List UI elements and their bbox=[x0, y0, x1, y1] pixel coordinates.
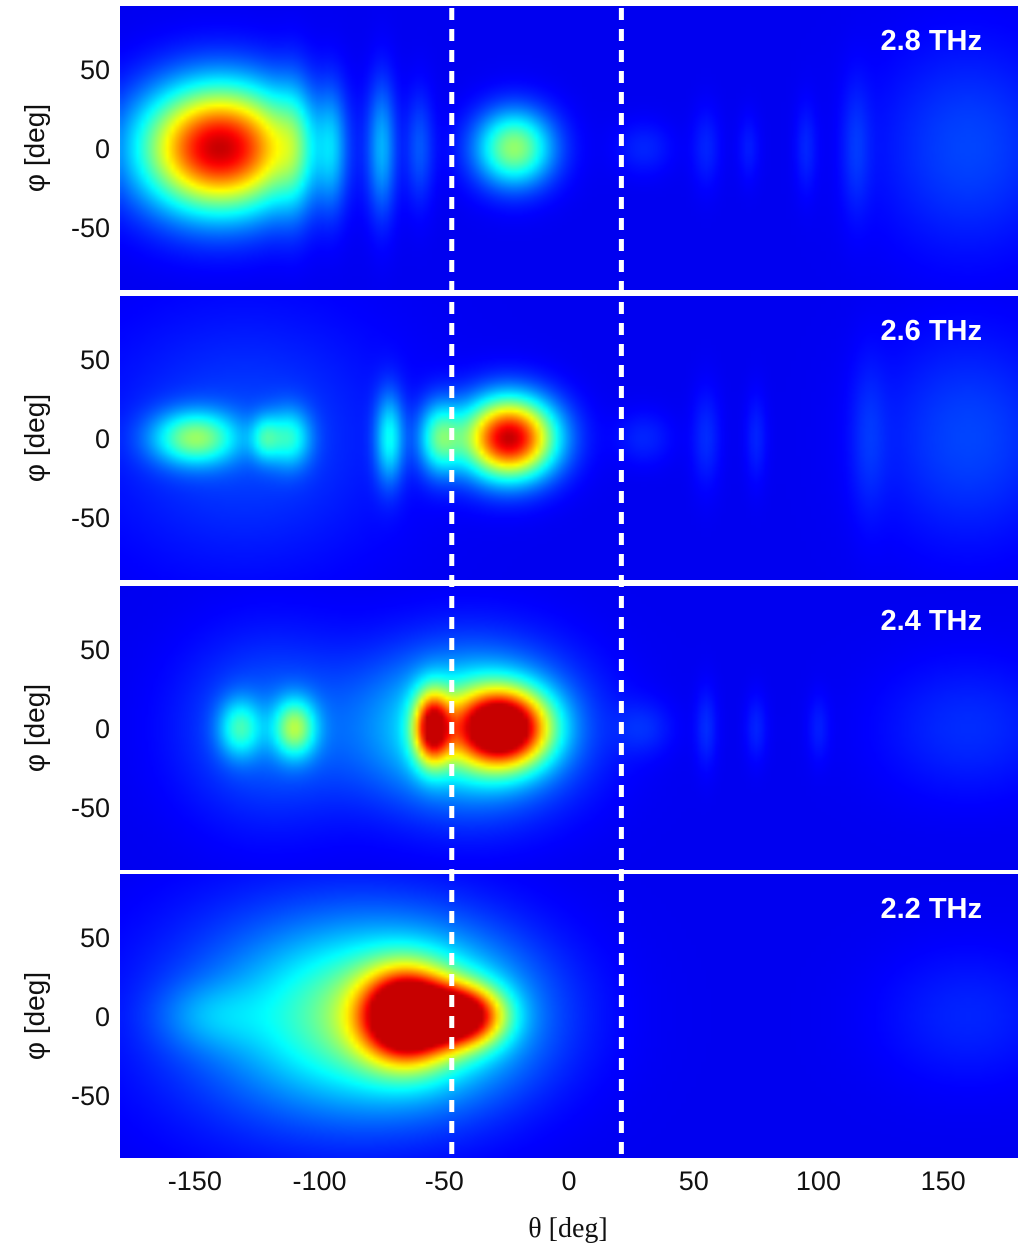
x-axis-label: θ [deg] bbox=[528, 1213, 608, 1244]
heatmap-image bbox=[120, 6, 1018, 290]
y-tick-label: 50 bbox=[80, 923, 110, 953]
y-tick-label: 0 bbox=[95, 1002, 110, 1032]
heatmap-panels: 2.8 THz 50 0 -50 φ [deg] 2.6 THz 50 0 -50 φ [deg]… bbox=[19, 6, 1018, 1158]
frequency-label: 2.2 THz bbox=[880, 893, 982, 925]
panel-2: 2.6 THz 50 0 -50 φ [deg] bbox=[19, 296, 1018, 580]
heatmap-image bbox=[120, 586, 1018, 870]
x-tick-label: -50 bbox=[425, 1166, 464, 1196]
x-tick-label: 100 bbox=[796, 1166, 841, 1196]
panel-4: 2.2 THz 50 0 -50 φ [deg] bbox=[19, 874, 1018, 1158]
frequency-label: 2.8 THz bbox=[880, 25, 982, 57]
y-tick-label: 50 bbox=[80, 635, 110, 665]
y-axis-label: φ [deg] bbox=[19, 104, 50, 192]
x-tick-label: 150 bbox=[921, 1166, 966, 1196]
y-axis-label: φ [deg] bbox=[19, 394, 50, 482]
y-tick-label: 50 bbox=[80, 345, 110, 375]
frequency-label: 2.6 THz bbox=[880, 315, 982, 347]
y-tick-label: -50 bbox=[71, 793, 110, 823]
y-tick-label: 0 bbox=[95, 134, 110, 164]
y-axis-label: φ [deg] bbox=[19, 972, 50, 1060]
y-tick-label: -50 bbox=[71, 503, 110, 533]
x-tick-label: 50 bbox=[679, 1166, 709, 1196]
x-tick-label: 0 bbox=[561, 1166, 576, 1196]
y-axis-label: φ [deg] bbox=[19, 684, 50, 772]
frequency-label: 2.4 THz bbox=[880, 605, 982, 637]
x-tick-label: -150 bbox=[168, 1166, 222, 1196]
heatmap-image bbox=[120, 874, 1018, 1158]
x-tick-label: -100 bbox=[293, 1166, 347, 1196]
x-tick-labels: -150 -100 -50 0 50 100 150 bbox=[168, 1166, 966, 1196]
y-tick-label: 0 bbox=[95, 424, 110, 454]
panel-1: 2.8 THz 50 0 -50 φ [deg] bbox=[19, 6, 1018, 290]
dashed-marker-lines bbox=[449, 8, 624, 1158]
y-tick-label: 50 bbox=[80, 55, 110, 85]
y-tick-label: -50 bbox=[71, 1081, 110, 1111]
y-tick-label: 0 bbox=[95, 714, 110, 744]
heatmap-image bbox=[120, 296, 1018, 580]
panel-3: 2.4 THz 50 0 -50 φ [deg] bbox=[19, 586, 1018, 870]
y-tick-label: -50 bbox=[71, 213, 110, 243]
